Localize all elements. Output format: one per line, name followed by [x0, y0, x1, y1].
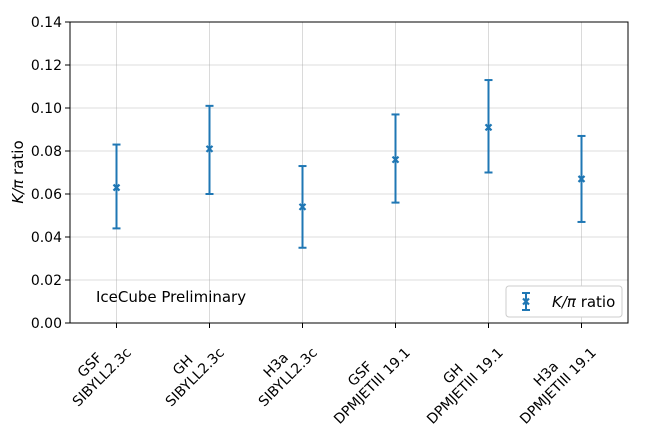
data-point — [112, 183, 121, 192]
legend-frame — [505, 285, 623, 318]
legend-marker-icon — [522, 292, 530, 311]
legend: K/π ratio — [505, 285, 623, 318]
data-point — [484, 123, 493, 132]
legend-entry-label: K/π ratio — [552, 293, 615, 311]
data-series — [112, 79, 586, 249]
x-tick-label-line2: SIBYLL2.3c — [256, 345, 321, 410]
y-tick-label: 0.00 — [31, 316, 62, 332]
y-tick-label: 0.02 — [31, 273, 62, 289]
x-tick-label-line2: SIBYLL2.3c — [70, 345, 135, 410]
y-axis: 0.00 0.02 0.04 0.06 0.08 0.10 0.12 0.14 — [31, 15, 70, 332]
data-point — [205, 145, 214, 153]
x-tick-label-line2: SIBYLL2.3c — [163, 345, 228, 410]
chart-annotation: IceCube Preliminary — [96, 288, 246, 306]
data-point — [298, 203, 307, 211]
plot-frame — [69, 21, 629, 324]
data-point — [391, 155, 400, 164]
y-tick-label: 0.04 — [31, 230, 62, 246]
y-tick-label: 0.08 — [31, 144, 62, 160]
y-tick-label: 0.06 — [31, 187, 62, 203]
x-tick-label-line2: DPMJETIII 19.1 — [331, 345, 414, 428]
data-point — [577, 175, 586, 183]
y-tick-label: 0.14 — [31, 15, 62, 31]
y-axis-label: K/π ratio — [9, 140, 27, 203]
y-tick-label: 0.10 — [31, 101, 62, 117]
legend-point — [522, 297, 530, 306]
x-tick-label-line2: DPMJETIII 19.1 — [424, 345, 507, 428]
grid-lines — [70, 21, 628, 324]
x-tick-label-line2: DPMJETIII 19.1 — [517, 345, 600, 428]
y-tick-label: 0.12 — [31, 58, 62, 74]
